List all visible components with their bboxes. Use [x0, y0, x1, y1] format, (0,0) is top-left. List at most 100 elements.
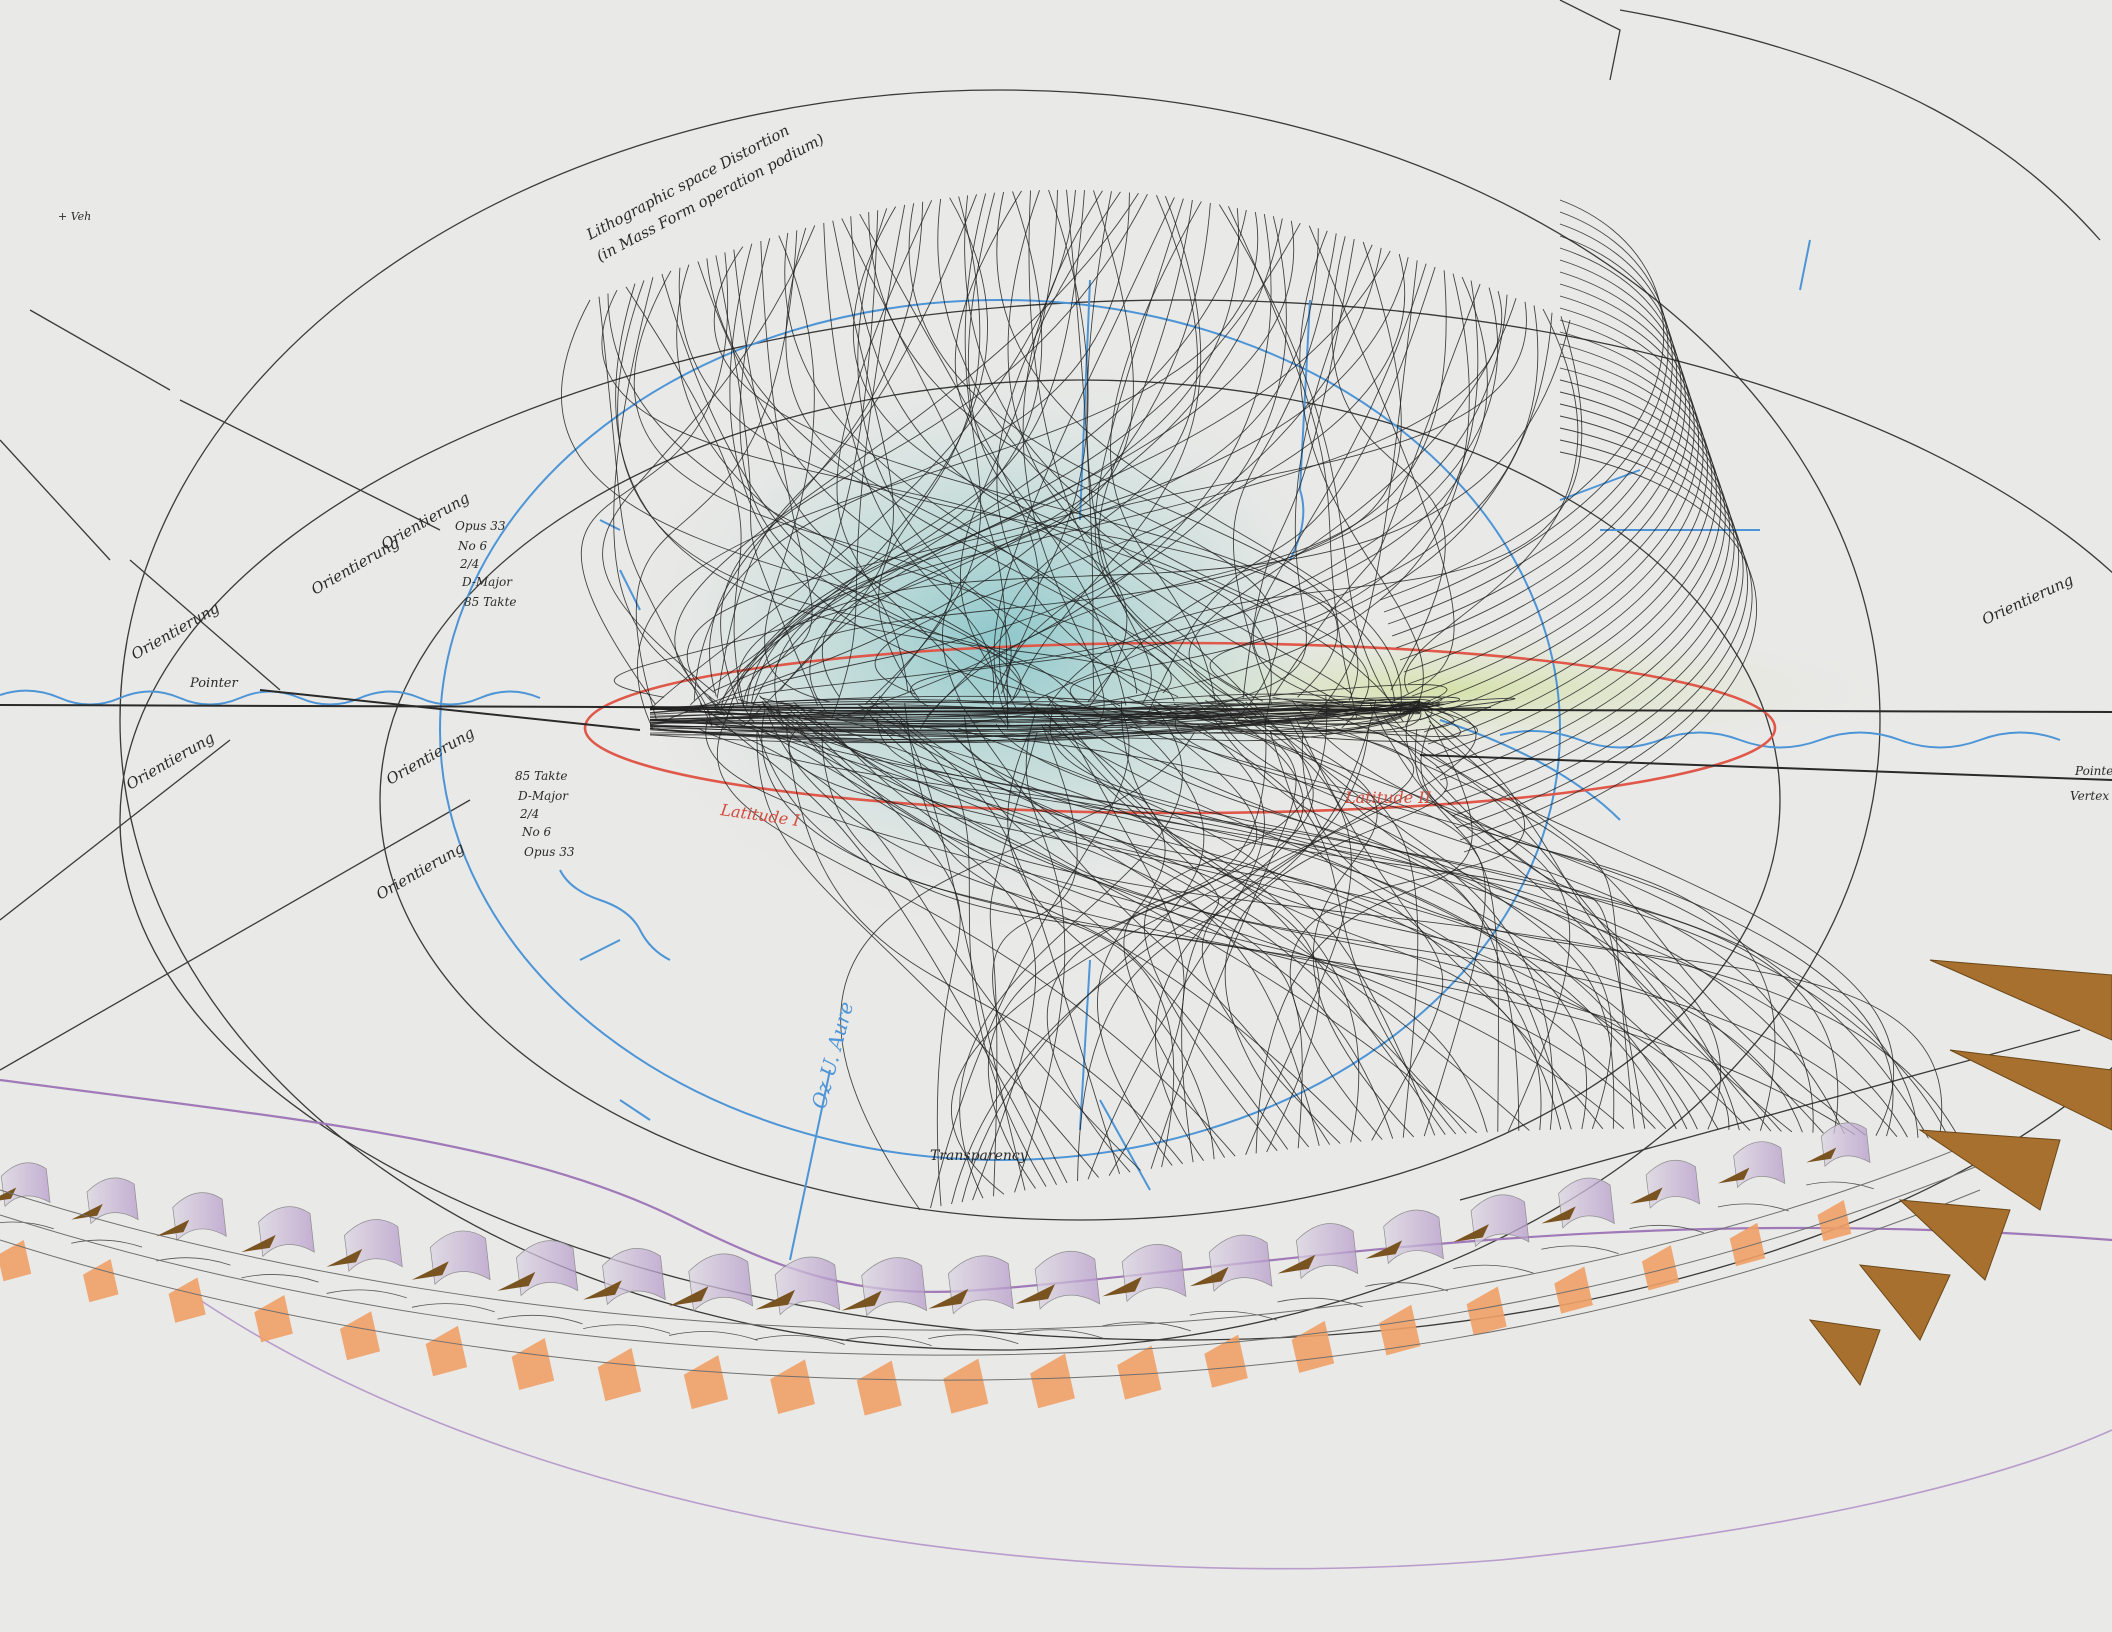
band-arrow: [1541, 1245, 1619, 1254]
bundle-curve: [1287, 716, 1613, 1130]
bundle-curve: [791, 717, 1320, 1146]
bronze-triangles: [1808, 959, 2112, 1387]
horizon-stroke: [649, 700, 1478, 737]
bundle-curve: [1405, 701, 1740, 1131]
bundle-curve: [785, 725, 1183, 1165]
bundle-curve: [1051, 706, 1824, 1134]
right-label-1: Pointer: [2074, 764, 2112, 778]
bundle-curve: [1201, 726, 1370, 1144]
band-spike: [0, 1187, 17, 1201]
bundle-curve: [1385, 710, 1895, 1136]
bundle-curve: [1273, 283, 1481, 696]
bundle-curve: [693, 192, 1130, 701]
bundle-curve: [737, 290, 1502, 723]
horizon-stroke: [649, 706, 1421, 724]
bundle-curve: [690, 210, 879, 706]
left-stack-5: 85 Takte: [464, 595, 517, 609]
bundle-curve: [733, 249, 1007, 726]
bundle-curve: [945, 729, 1303, 1149]
bottom-center-label: Transparency: [930, 1148, 1029, 1164]
bundle-curve: [1299, 230, 1424, 727]
band-spike: [755, 1289, 796, 1310]
bundle-curve: [754, 216, 1287, 691]
bundle-curve: [780, 190, 1134, 691]
band-spike: [1365, 1240, 1403, 1259]
band-spike: [1717, 1167, 1750, 1184]
bundle-curve: [937, 198, 1353, 695]
bundle-curve: [1098, 199, 1241, 694]
bundle-curve: [996, 191, 1182, 719]
band-cup: [1034, 1251, 1101, 1310]
band-cup: [86, 1177, 139, 1225]
bundle-curve: [757, 731, 1175, 1168]
bundle-curve: [715, 255, 819, 706]
bundle-loop: [1423, 331, 1713, 733]
left-pointer-label: Pointer: [189, 676, 238, 691]
band-arrow: [326, 1289, 407, 1299]
horizon-stroke: [649, 704, 1421, 732]
band-cup: [1121, 1244, 1187, 1303]
bundle-loop: [1411, 295, 1699, 697]
bundle-curve: [598, 296, 712, 726]
bundle-curve: [909, 305, 1538, 707]
bundle-curve: [961, 701, 1205, 1203]
bundle-curve: [701, 718, 1141, 1171]
bundle-curve: [1294, 717, 1444, 1141]
bundle-curve: [709, 201, 924, 697]
bundle-curve: [756, 729, 1099, 1178]
bundle-curve: [1046, 732, 1258, 1173]
horizon-stroke: [649, 709, 1421, 728]
bundle-curve: [714, 276, 1488, 716]
small-note: + Veh: [58, 210, 91, 223]
bundle-curve: [1044, 709, 1562, 1130]
band-cup: [1820, 1122, 1871, 1168]
bundle-curve: [1012, 196, 1202, 701]
band-quad: [339, 1311, 381, 1361]
bundle-loop: [1459, 439, 1753, 841]
band-quad: [597, 1347, 642, 1402]
bundle-curve: [821, 729, 1488, 1133]
bundle-curve: [746, 191, 1043, 706]
bundle-loop: [1439, 379, 1731, 781]
band-spike: [241, 1234, 276, 1253]
bundle-curve: [841, 218, 1009, 729]
red-ellipse: [583, 641, 1777, 815]
bundle-curve: [1028, 703, 1173, 1166]
bundle-curve: [726, 319, 1571, 720]
band-cup: [1383, 1209, 1444, 1265]
bundle-loop: [1399, 259, 1686, 661]
band-spike: [841, 1290, 882, 1311]
bundle-curve: [836, 200, 933, 692]
bundle-curve: [878, 695, 1839, 1134]
bundle-curve: [674, 193, 1139, 705]
bundle-curve: [857, 208, 1179, 698]
bundle-curve: [1028, 190, 1239, 728]
band-arrow: [841, 1336, 932, 1346]
bundle-curve: [1123, 720, 1267, 1158]
bundle-curve: [755, 725, 1036, 1201]
bundle-curve: [1121, 700, 1803, 1133]
bundle-curve: [1420, 724, 1776, 1131]
band-spike: [411, 1261, 449, 1280]
band-arrow: [156, 1257, 231, 1266]
bundle-curve: [636, 211, 1259, 730]
bundle-curve: [1006, 247, 1382, 708]
horizon-stroke: [649, 695, 1421, 726]
bundle-curve: [831, 204, 906, 720]
horizon-stroke: [649, 698, 1421, 740]
bundle-curve: [706, 258, 1234, 716]
band-quad: [1030, 1353, 1075, 1409]
bundle-curve: [602, 225, 816, 694]
bundle-curve: [876, 718, 1688, 1130]
bundle-curve: [989, 732, 1038, 1197]
bundle-curve: [699, 703, 1057, 1185]
bundle-curve: [942, 301, 1527, 702]
bundle-curve: [869, 700, 1121, 1175]
bundle-curve: [788, 729, 1698, 1130]
band-spike: [928, 1288, 969, 1309]
bundle-curve: [995, 723, 1908, 1138]
bundle-loop: [1403, 271, 1691, 673]
bundle-loop: [1435, 367, 1726, 769]
bundle-curve: [561, 299, 1033, 713]
